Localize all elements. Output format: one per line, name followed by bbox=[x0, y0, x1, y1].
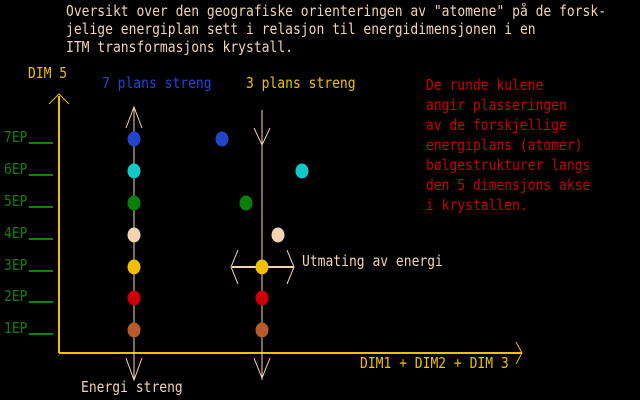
level-label-4EP: 4EP bbox=[4, 225, 28, 243]
seven-plane-dot-5EP bbox=[127, 195, 141, 211]
down-arrow-icon bbox=[125, 357, 143, 382]
three-plane-dot-7EP bbox=[215, 131, 229, 147]
y-axis-label: DIM 5 bbox=[28, 65, 68, 83]
level-label-5EP: 5EP bbox=[4, 193, 28, 211]
note-line-3: av de forskjellige bbox=[426, 117, 567, 135]
seven-plane-string-label: 7 plans streng bbox=[102, 75, 212, 93]
three-plane-dot-6EP bbox=[295, 163, 309, 179]
energy-string-label: Energi streng bbox=[81, 379, 183, 397]
up-arrow-icon bbox=[125, 105, 143, 129]
note-line-7: i krystallen. bbox=[426, 197, 528, 215]
x-axis-arrow-icon bbox=[515, 341, 523, 365]
three-plane-dot-1EP bbox=[255, 322, 269, 338]
note-line-6: den 5 dimensjons akse bbox=[426, 177, 591, 195]
note-line-5: bølgestrukturer langs bbox=[426, 157, 591, 175]
level-label-3EP: 3EP bbox=[4, 257, 28, 275]
note-line-1: De runde kulene bbox=[426, 77, 544, 95]
title-line-2: jelige energiplan sett i relasjon til en… bbox=[66, 21, 536, 39]
title-line-3: ITM transformasjons krystall. bbox=[66, 39, 293, 57]
three-plane-dot-3EP bbox=[255, 259, 269, 275]
down-arrow-icon bbox=[253, 127, 271, 147]
seven-plane-dot-7EP bbox=[127, 131, 141, 147]
right-arrow-icon bbox=[286, 249, 295, 285]
seven-plane-dot-3EP bbox=[127, 259, 141, 275]
title-line-1: Oversikt over den geografiske orienterin… bbox=[66, 3, 607, 21]
energy-output-label: Utmating av energi bbox=[302, 253, 443, 271]
seven-plane-dot-1EP bbox=[127, 322, 141, 338]
three-plane-dot-2EP bbox=[255, 290, 269, 306]
level-label-6EP: 6EP bbox=[4, 161, 28, 179]
three-plane-string-label: 3 plans streng bbox=[246, 75, 356, 93]
note-line-2: angir plasseringen bbox=[426, 97, 567, 115]
down-arrow-icon bbox=[253, 357, 271, 380]
y-axis-arrow-icon bbox=[48, 93, 70, 105]
level-label-7EP: 7EP bbox=[4, 129, 28, 147]
three-plane-dot-5EP bbox=[239, 195, 253, 211]
seven-plane-dot-2EP bbox=[127, 290, 141, 306]
x-axis-label: DIM1 + DIM2 + DIM 3 bbox=[360, 355, 509, 373]
left-arrow-icon bbox=[230, 249, 239, 285]
level-label-2EP: 2EP bbox=[4, 288, 28, 306]
three-plane-dot-4EP bbox=[271, 227, 285, 243]
note-line-4: energiplans (atomer) bbox=[426, 137, 583, 155]
seven-plane-dot-6EP bbox=[127, 163, 141, 179]
seven-plane-dot-4EP bbox=[127, 227, 141, 243]
level-label-1EP: 1EP bbox=[4, 320, 28, 338]
